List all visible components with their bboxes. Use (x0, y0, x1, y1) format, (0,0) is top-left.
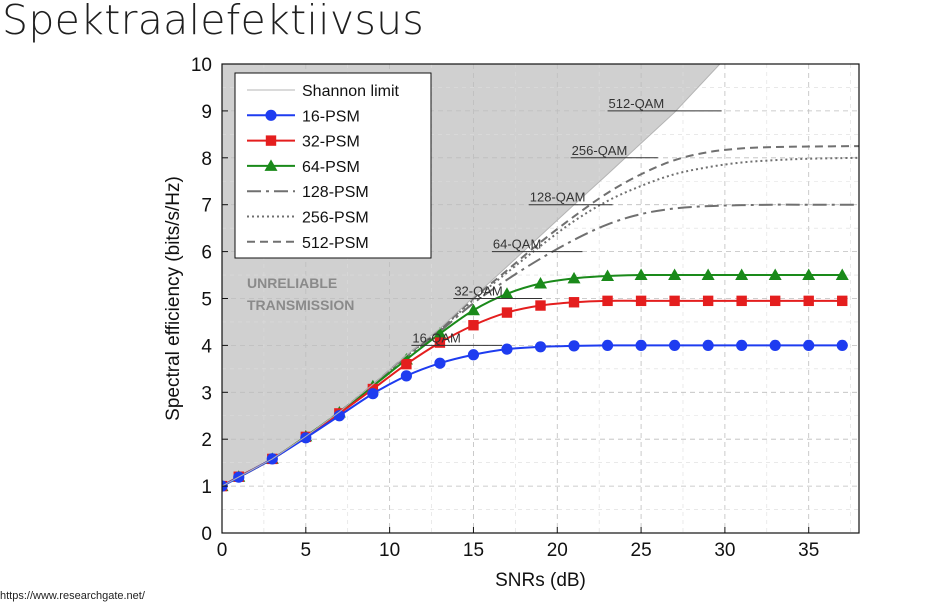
data-point-16-psm (400, 370, 412, 382)
x-tick-label: 25 (631, 540, 652, 561)
slide-title: Spektraalefektiivsus (2, 0, 425, 44)
data-point-16-psm (467, 349, 480, 361)
data-point-32-psm (401, 358, 412, 370)
data-point-32-psm (602, 295, 613, 307)
region-label: UNRELIABLE (247, 275, 337, 291)
legend-marker (264, 159, 278, 171)
y-tick-label: 7 (201, 196, 212, 217)
data-point-16-psm (434, 357, 446, 369)
y-tick-label: 0 (201, 524, 212, 545)
legend-label: 16-PSM (302, 108, 360, 125)
y-tick-label: 4 (201, 336, 212, 357)
data-point-64-psm (668, 268, 682, 281)
data-point-16-psm (300, 432, 312, 444)
annotation-label-256-qam: 256-QAM (572, 143, 628, 158)
data-point-16-psm (836, 339, 848, 351)
y-tick-label: 3 (201, 383, 212, 404)
data-point-32-psm (635, 295, 647, 307)
region-label: TRANSMISSION (247, 297, 354, 313)
data-point-32-psm (669, 295, 680, 307)
data-point-64-psm (466, 303, 480, 316)
data-point-16-psm (568, 340, 580, 352)
x-axis-label: SNRs (dB) (495, 570, 586, 591)
data-point-32-psm (837, 295, 848, 307)
data-point-32-psm (736, 295, 747, 307)
data-point-64-psm (768, 268, 782, 281)
y-tick-label: 10 (191, 55, 212, 76)
legend-label: 128-PSM (302, 184, 369, 201)
legend-label: 64-PSM (302, 159, 360, 176)
data-point-32-psm (803, 295, 814, 307)
data-point-16-psm (635, 339, 647, 351)
data-point-64-psm (567, 271, 581, 284)
data-point-16-psm (803, 339, 815, 351)
x-tick-label: 0 (217, 540, 228, 561)
x-tick-label: 30 (714, 540, 735, 561)
legend-marker (265, 109, 277, 121)
data-point-16-psm (601, 339, 614, 351)
annotation-label-64-qam: 64-QAM (493, 237, 541, 252)
data-point-64-psm (802, 268, 816, 281)
data-point-16-psm (736, 339, 748, 351)
x-tick-label: 5 (301, 540, 312, 561)
legend-label: 32-PSM (302, 134, 360, 151)
y-tick-label: 1 (201, 477, 212, 498)
data-point-32-psm (702, 295, 714, 307)
y-axis-label: Spectral efficiency (bits/s/Hz) (163, 176, 184, 421)
y-tick-label: 8 (201, 149, 212, 170)
x-tick-label: 35 (798, 540, 819, 561)
x-tick-label: 20 (547, 540, 568, 561)
data-point-16-psm (367, 388, 379, 400)
data-point-32-psm (468, 320, 479, 331)
series-line-256-psm (222, 156, 859, 487)
y-tick-label: 6 (201, 243, 212, 264)
x-tick-label: 15 (463, 540, 484, 561)
y-tick-label: 9 (201, 102, 212, 123)
data-point-64-psm (601, 269, 615, 281)
data-point-64-psm (634, 268, 648, 281)
data-point-32-psm (535, 300, 546, 311)
data-point-16-psm (769, 339, 781, 351)
annotation-label-32-qam: 32-QAM (454, 284, 502, 299)
data-point-64-psm (835, 268, 849, 281)
legend-label: 256-PSM (302, 210, 369, 227)
annotation-label-128-qam: 128-QAM (530, 190, 586, 205)
legend-label: 512-PSM (302, 235, 369, 252)
data-point-32-psm (434, 337, 446, 348)
annotation-label-512-qam: 512-QAM (609, 96, 665, 111)
data-point-16-psm (501, 343, 513, 355)
data-point-32-psm (501, 307, 513, 318)
legend-label: Shannon limit (302, 83, 400, 100)
data-point-64-psm (500, 287, 514, 299)
data-point-32-psm (568, 297, 580, 308)
x-tick-label: 10 (379, 540, 400, 561)
data-point-16-psm (333, 410, 345, 422)
series-line-512-psm (222, 145, 859, 487)
data-point-64-psm (735, 268, 749, 281)
data-point-16-psm (669, 339, 681, 351)
y-tick-label: 5 (201, 290, 212, 311)
data-point-16-psm (534, 341, 547, 353)
data-point-64-psm (701, 268, 715, 281)
y-tick-label: 2 (201, 430, 212, 451)
data-point-64-psm (433, 327, 447, 339)
legend-marker (265, 135, 277, 146)
data-point-32-psm (769, 295, 781, 307)
series-line-shannon-limit (222, 64, 721, 487)
annotation-label-16-qam: 16-QAM (412, 330, 460, 345)
source-credit: https://www.researchgate.net/ (0, 590, 145, 602)
data-point-16-psm (702, 339, 714, 351)
data-point-64-psm (534, 276, 547, 289)
